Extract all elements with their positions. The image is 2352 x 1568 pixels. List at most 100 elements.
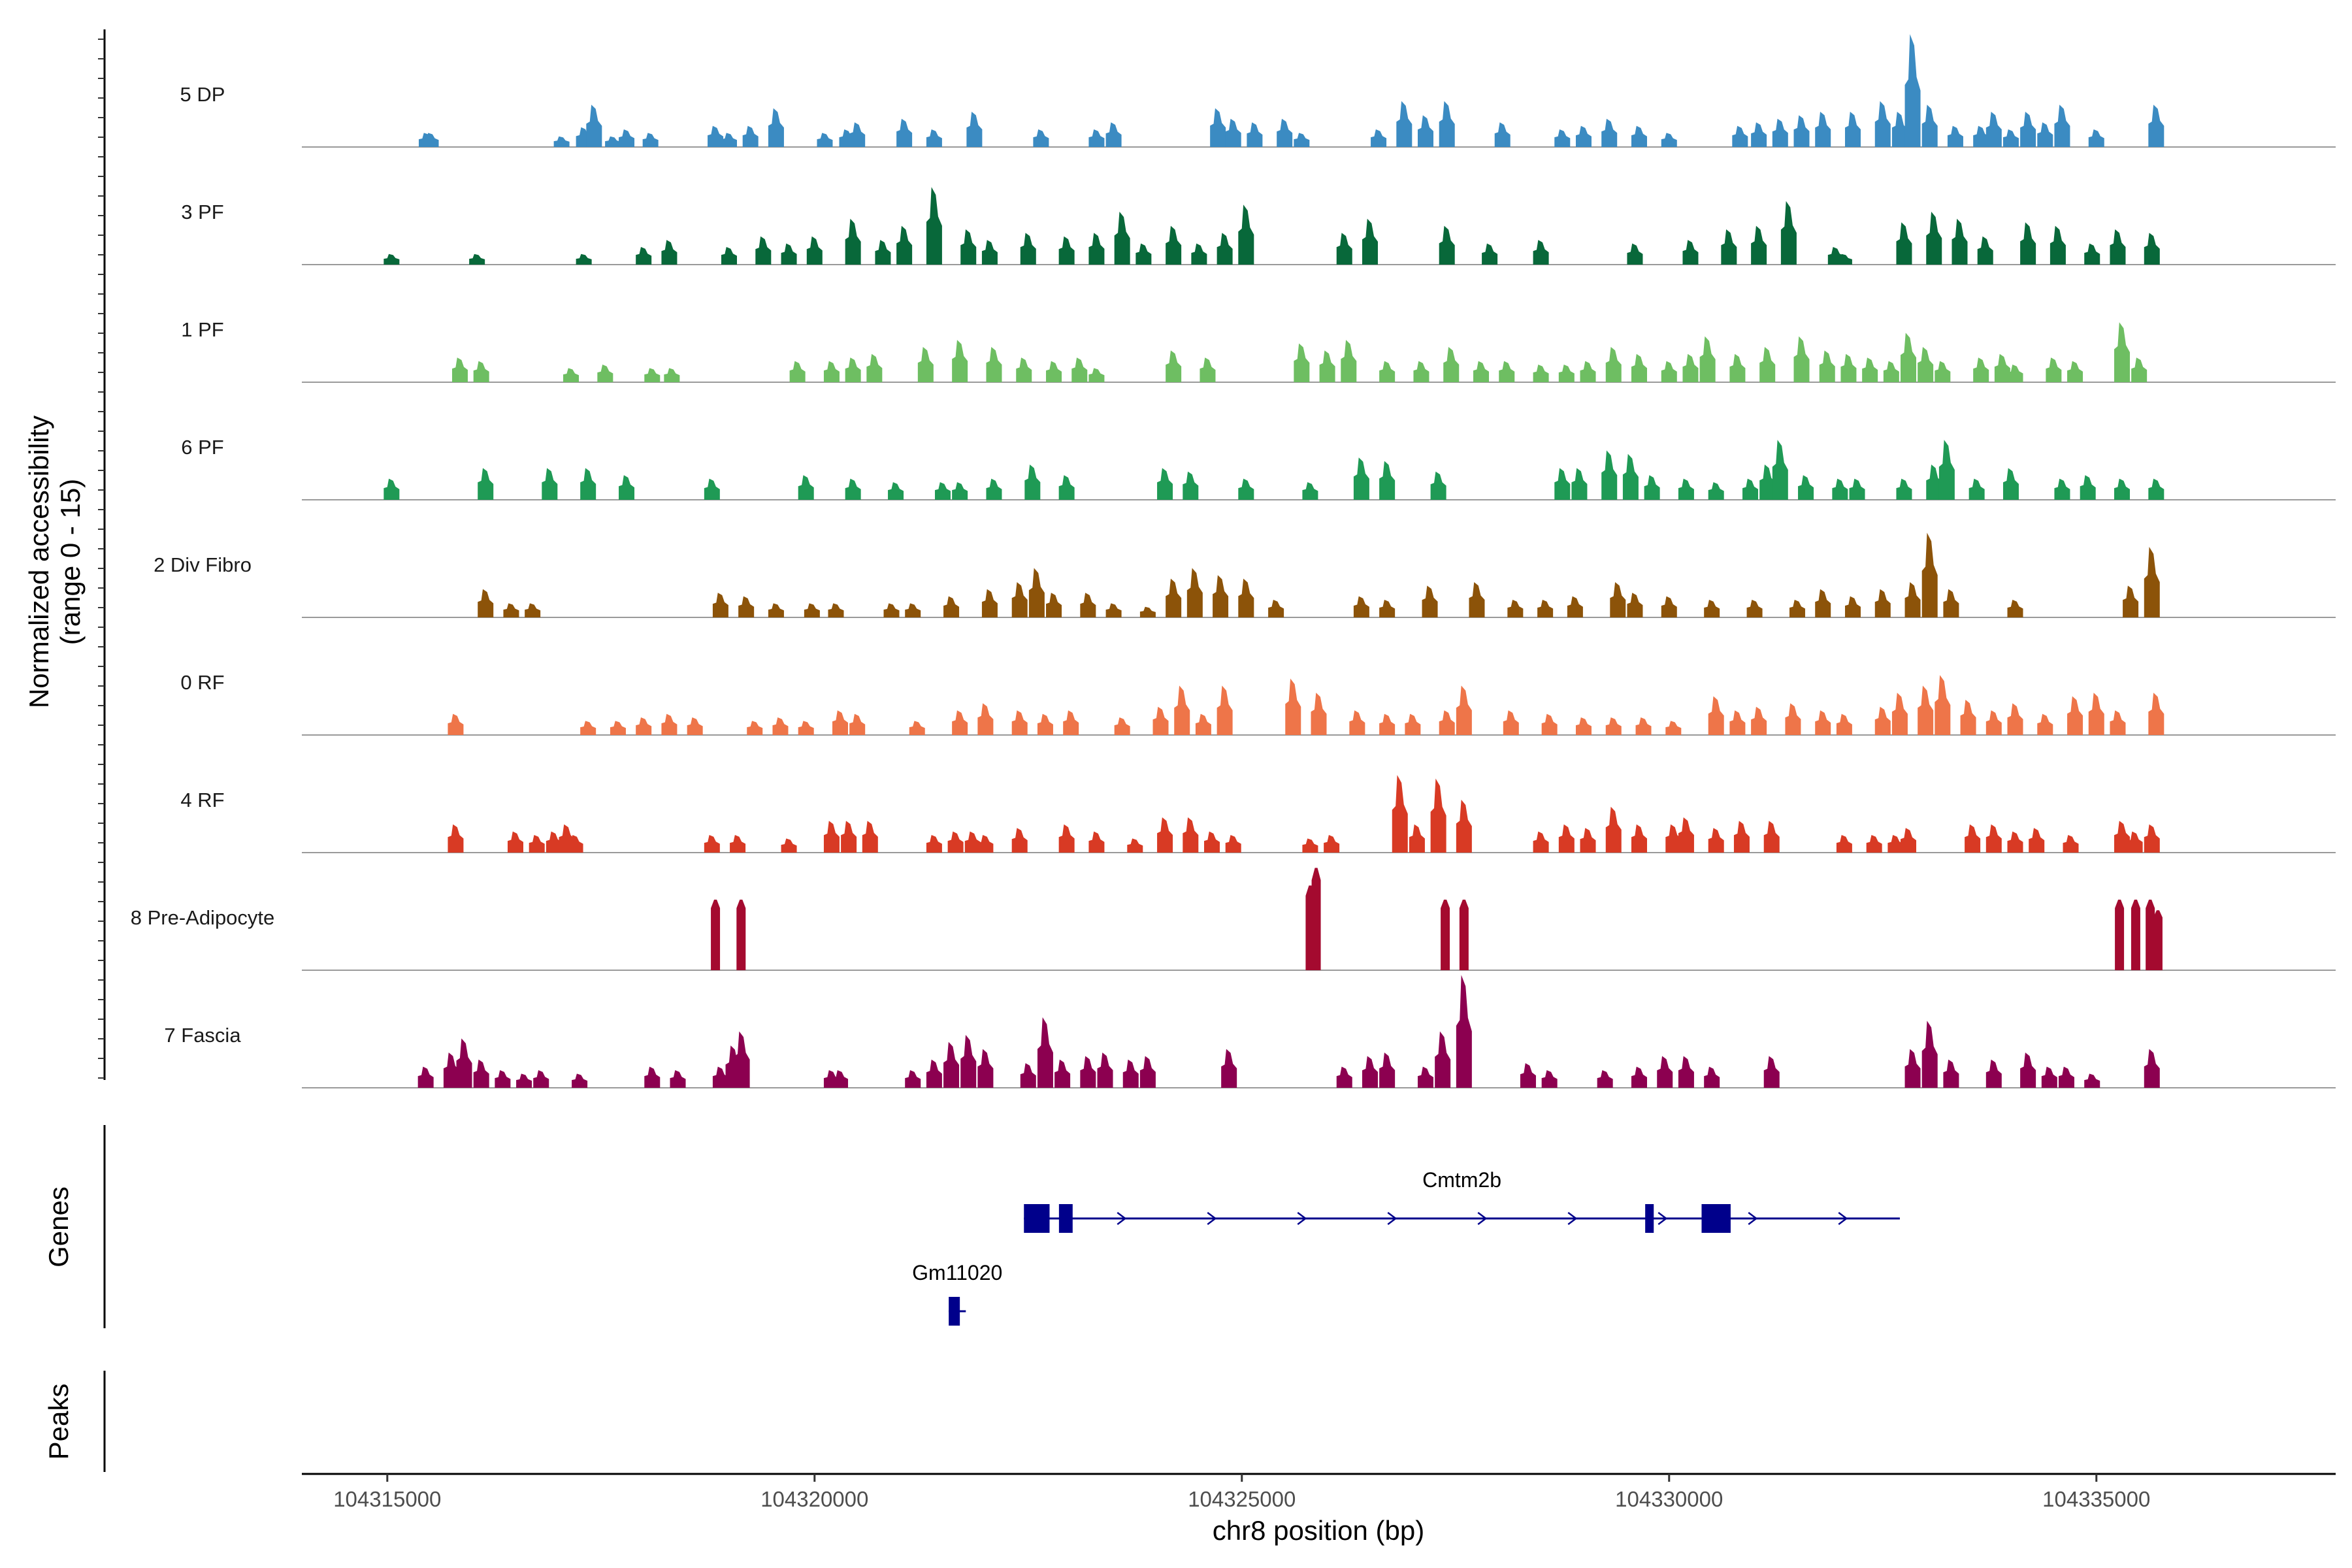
track-7-fascia: 7 Fascia (164, 975, 2336, 1088)
coverage-peak (1947, 125, 1963, 147)
coverage-peak (1507, 600, 1524, 617)
coverage-peak (798, 475, 814, 500)
x-axis: 104315000 104320000 104325000 104330000 1043… (302, 1473, 2336, 1511)
coverage-peak (1840, 353, 1857, 382)
coverage-peak (1678, 1056, 1694, 1088)
coverage-peak (384, 478, 400, 500)
coverage-peak (2144, 1049, 2160, 1088)
coverage-peak (516, 1073, 532, 1088)
coverage-peak (1901, 828, 1917, 853)
coverage-peak (1413, 361, 1429, 382)
track-2-div-fibro: 2 Div Fibro (154, 532, 2336, 618)
coverage-peak (1409, 824, 1425, 853)
coverage-peak (2054, 105, 2070, 147)
track-3-pf: 3 PF (181, 187, 2336, 265)
gene-panel: Genes Cmtm2b Gm11020 (43, 1125, 1900, 1328)
coverage-peak (1379, 713, 1396, 735)
coverage-peak (1371, 129, 1387, 147)
genes-panel-label: Genes (43, 1186, 74, 1267)
coverage-peak (1285, 678, 1301, 735)
gene-exon (1701, 1204, 1731, 1233)
gene-strand-arrow (1207, 1212, 1217, 1225)
coverage-peak (451, 357, 468, 382)
coverage-peak (888, 482, 904, 500)
coverage-peak (1935, 361, 1951, 382)
coverage-peak (448, 713, 464, 735)
coverage-peak (597, 365, 613, 382)
coverage-peak (1627, 243, 1643, 265)
coverage-peak (2046, 357, 2062, 382)
coverage-peak (1665, 721, 1682, 735)
coverage-peak (1157, 817, 1173, 853)
coverage-peak (2080, 475, 2096, 500)
coverage-peak (1601, 118, 1618, 147)
coverage-peak (1943, 589, 1959, 617)
coverage-peak (473, 361, 489, 382)
coverage-peak (2084, 243, 2100, 265)
coverage-peak (1541, 713, 1558, 735)
coverage-peak (1166, 578, 1182, 617)
coverage-peak (1887, 835, 1904, 853)
coverage-peak (1441, 900, 1450, 970)
coverage-peak (883, 603, 900, 617)
coverage-peak (1011, 582, 1028, 617)
coverage-peak (1200, 357, 1216, 382)
coverage-peak (905, 603, 921, 617)
track-label: 6 PF (181, 436, 223, 459)
coverage-peak (1247, 122, 1263, 147)
coverage-peak (503, 603, 519, 617)
coverage-peak (2144, 824, 2160, 853)
coverage-peak (1622, 453, 1639, 500)
y-axis-title: Normalized accessibility (24, 416, 54, 708)
coverage-peak (1430, 778, 1446, 853)
coverage-peak (567, 835, 583, 853)
coverage-peak (1482, 243, 1498, 265)
coverage-peak (2148, 478, 2164, 500)
coverage-peak (768, 108, 784, 147)
coverage-peak (1751, 706, 1767, 735)
coverage-peak (1819, 350, 1835, 382)
coverage-peak (1088, 831, 1105, 853)
track-label: 5 DP (180, 83, 225, 106)
coverage-peak (704, 478, 720, 500)
coverage-peak (730, 835, 746, 853)
coverage-peak (1336, 1066, 1352, 1088)
coverage-peak (1210, 108, 1226, 147)
coverage-peak (1985, 1059, 2002, 1088)
coverage-peak (1631, 1066, 1647, 1088)
coverage-peak (1028, 568, 1045, 617)
coverage-peak (1071, 357, 1088, 382)
coverage-peak (1874, 589, 1891, 617)
coverage-peak (1183, 817, 1199, 853)
track-1-pf: 1 PF (181, 318, 2336, 383)
coverage-peak (952, 340, 968, 382)
coverage-peak (1324, 835, 1340, 853)
coverage-peak (2114, 322, 2131, 382)
coverage-peak (755, 236, 772, 265)
coverage-peak (1405, 713, 1421, 735)
coverage-peak (1135, 243, 1152, 265)
track-4-rf: 4 RF (180, 775, 2336, 853)
coverage-peak (712, 1066, 728, 1088)
coverage-peak (2131, 357, 2148, 382)
coverage-peak (1217, 233, 1233, 265)
coverage-peak (1631, 125, 1647, 147)
coverage-peak (448, 824, 464, 853)
coverage-peak (1580, 361, 1596, 382)
coverage-peak (828, 603, 844, 617)
coverage-peak (542, 468, 558, 500)
coverage-peak (1139, 606, 1156, 617)
coverage-peak (1097, 1053, 1113, 1088)
coverage-peak (804, 603, 820, 617)
coverage-peak (580, 721, 596, 735)
coverage-peak (1973, 357, 1989, 382)
coverage-peak (664, 368, 680, 382)
coverage-peak (2020, 112, 2036, 147)
coverage-peak (586, 105, 602, 147)
coverage-peak (525, 603, 541, 617)
x-tick-label: 104330000 (1615, 1487, 1723, 1511)
coverage-peak (736, 900, 746, 970)
coverage-peak (1238, 578, 1254, 617)
coverage-peak (1554, 468, 1571, 500)
coverage-peak (546, 831, 562, 853)
